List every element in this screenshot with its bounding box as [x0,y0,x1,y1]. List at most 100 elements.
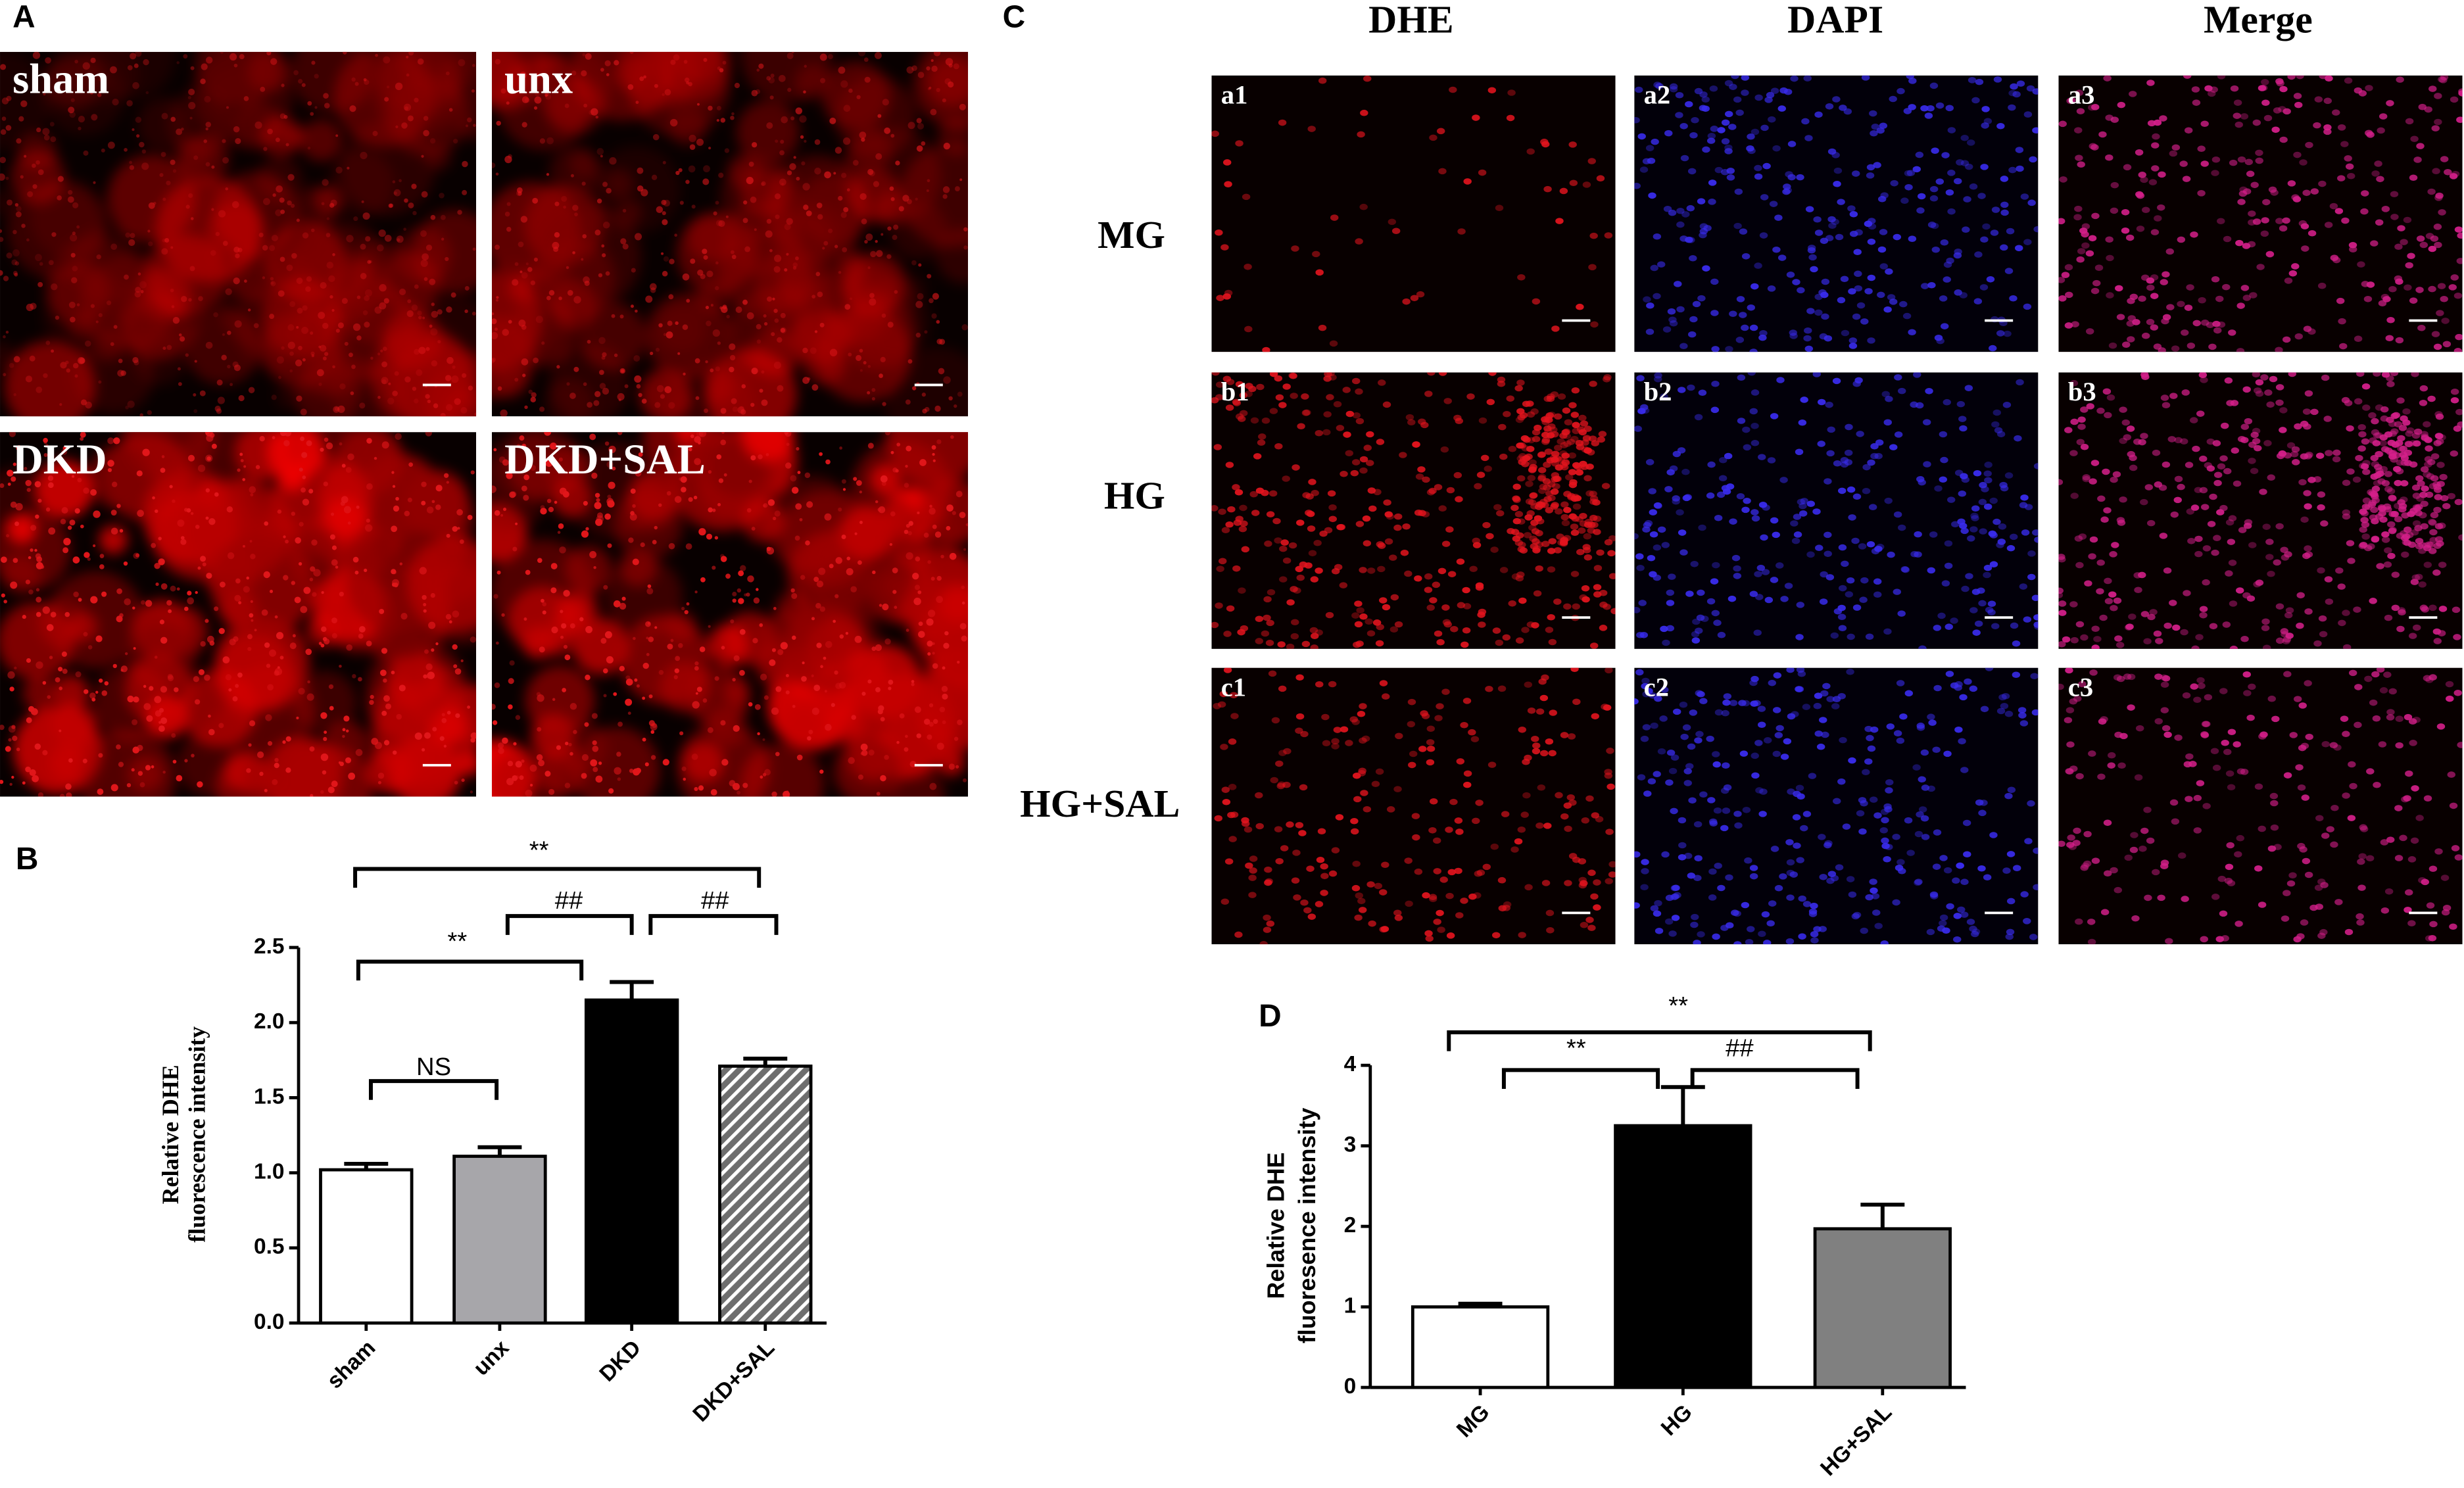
cell [2199,487,2208,494]
tissue-speck [840,80,848,88]
tissue-speck [408,51,414,56]
cell [1934,485,1943,492]
tissue-speck [929,782,937,790]
tissue-speck [59,729,62,732]
cell [1526,411,1535,418]
tissue-speck [0,173,5,181]
tissue-speck [380,349,383,352]
cell [1933,625,1942,631]
tissue-speck [573,296,581,304]
cell [1502,905,1511,911]
cell [1524,681,1533,688]
tissue-speck [344,341,349,346]
cell [1463,770,1472,777]
cell [1535,708,1545,715]
tissue-speck [326,261,334,269]
tissue-speck [915,197,918,201]
cell [1776,725,1784,732]
cell [2228,560,2237,566]
cell [2162,402,2171,408]
tissue-speck [662,160,666,164]
cell [2349,246,2357,252]
cell [1711,610,1720,617]
cell [1544,448,1553,455]
cell [1701,96,1710,103]
tissue-speck [924,406,930,412]
tissue-speck [459,539,464,544]
cell [1747,133,1755,140]
tissue-speck [99,678,103,683]
cell [1897,524,1906,531]
cell [1682,494,1691,502]
cell [2008,89,2017,97]
tissue-speck [654,525,658,530]
cell [2388,430,2398,437]
cell [1975,78,1984,85]
tissue-speck [789,163,796,170]
tissue-speck [285,767,291,773]
cell [1965,573,1973,580]
cell [1921,834,1930,840]
tissue-speck [734,82,740,89]
cell [1518,453,1527,460]
tissue-speck [71,277,78,283]
tissue-speck [579,617,584,621]
cell [1546,432,1555,439]
tissue-speck [598,370,604,375]
cell [1832,96,1841,103]
tissue-speck [127,695,134,703]
tissue-speck [829,117,836,124]
cell [1731,909,1739,916]
cell [2413,428,2423,435]
cell [1313,539,1322,546]
tissue-speck [394,371,399,376]
cell [1545,627,1554,633]
cell [1375,640,1384,647]
tissue-speck [135,287,141,293]
cell [1560,442,1568,448]
cell [1657,526,1666,533]
cell [2411,372,2419,377]
tissue-speck [605,271,610,276]
tissue-speck [491,485,496,493]
cell [1815,544,1824,551]
cell [1357,898,1366,905]
cell [1753,629,1762,636]
cell [1290,586,1298,592]
cell [1457,602,1466,609]
tissue-speck [11,775,14,779]
tissue-speck [917,122,925,130]
tissue-speck [279,432,287,437]
tissue-speck [397,238,400,242]
cell [2421,606,2429,613]
tissue-speck [339,664,342,668]
panel-label: C [1003,0,1026,34]
cell [1668,316,1677,324]
tissue-speck [663,333,667,336]
tissue-speck [814,330,818,333]
tissue-speck [149,686,154,691]
cell [1310,576,1318,583]
cell [1547,494,1556,502]
cell [1841,329,1850,337]
tissue-speck [587,402,593,408]
cell [2108,591,2117,598]
cell [1899,713,1908,720]
tissue-speck [90,596,98,604]
cell [2386,100,2394,107]
tissue-speck [927,734,932,740]
cell [1796,667,1805,673]
tissue-speck [393,750,397,755]
tissue-speck [743,200,748,205]
cell [2261,79,2269,85]
tissue-speck [548,506,554,512]
cell [2456,258,2463,264]
tissue-speck [792,635,796,640]
tissue-speck [262,245,268,251]
cell [2140,176,2148,183]
cell [2417,324,2426,331]
tissue-speck [332,365,335,369]
cell [1926,105,1935,112]
cell [1972,629,1981,636]
cell [2375,451,2383,458]
